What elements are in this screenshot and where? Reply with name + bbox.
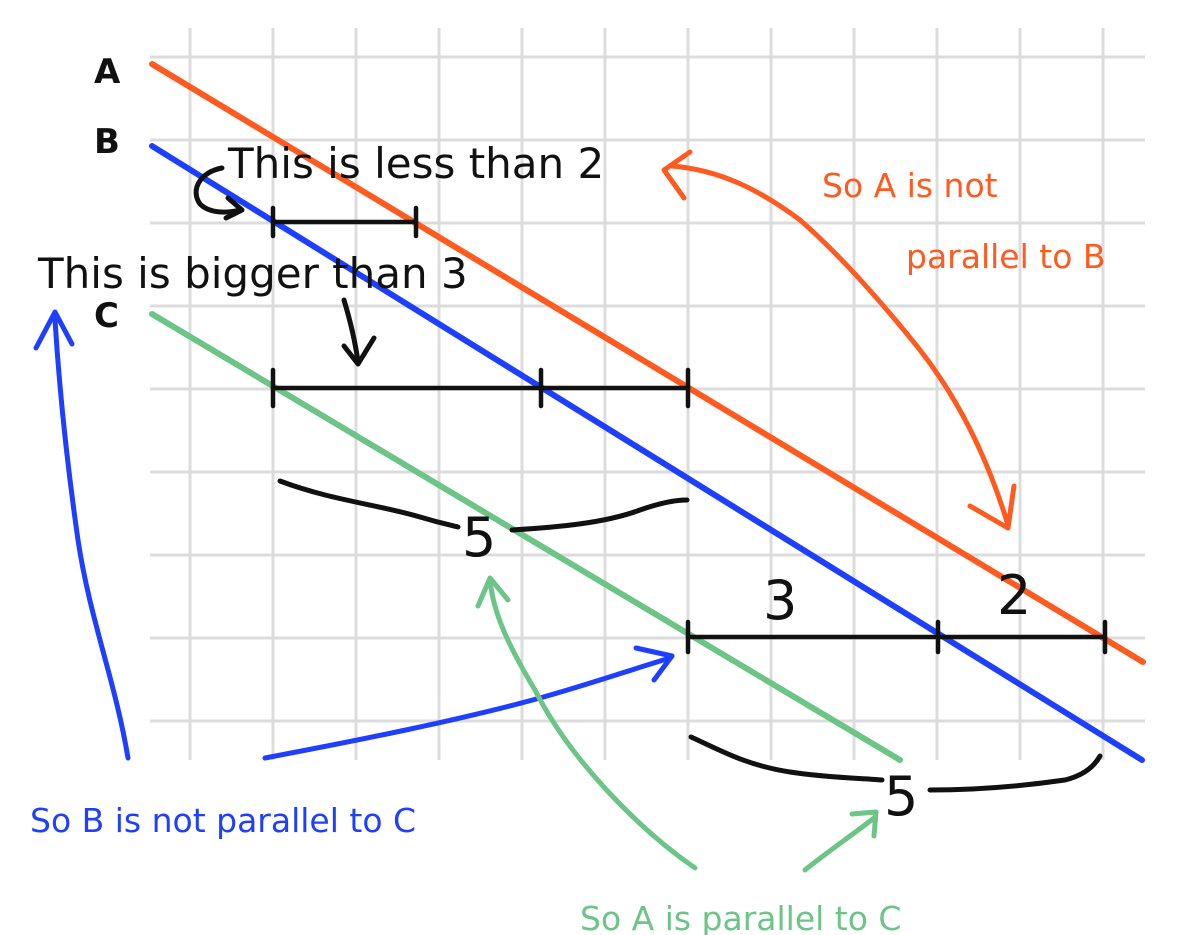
a-not-parallel-b-note-line2: parallel to B bbox=[906, 237, 1106, 276]
a-not-parallel-b-note-line1: So A is not bbox=[822, 166, 998, 205]
blue-up-arrow-icon bbox=[33, 309, 131, 761]
lower-right-segment-value: 2 bbox=[997, 564, 1031, 627]
short-measure-segment bbox=[270, 205, 419, 239]
down-arrow-icon bbox=[341, 297, 377, 367]
lower-measure-segment bbox=[685, 619, 1108, 655]
lower-span-brace bbox=[688, 734, 1103, 793]
lower-left-segment-value: 3 bbox=[763, 569, 797, 632]
line-a bbox=[149, 61, 1146, 665]
line-b bbox=[149, 143, 1145, 763]
orange-double-arrow-icon bbox=[661, 149, 1017, 531]
less-than-2-note: This is less than 2 bbox=[227, 139, 604, 188]
green-short-arrow-icon bbox=[802, 809, 879, 873]
bigger-than-3-note: This is bigger than 3 bbox=[37, 249, 468, 298]
upper-span-brace bbox=[277, 478, 690, 533]
a-parallel-c-note: So A is parallel to C bbox=[580, 899, 901, 935]
curl-arrow-icon bbox=[193, 165, 245, 221]
green-up-arrow-icon bbox=[475, 575, 698, 871]
upper-span-value: 5 bbox=[462, 506, 496, 569]
lower-span-value: 5 bbox=[884, 765, 918, 828]
line-b-label: B bbox=[94, 122, 120, 162]
blue-right-arrow-icon bbox=[262, 645, 675, 761]
line-c-label: C bbox=[94, 296, 119, 336]
upper-measure-segment bbox=[270, 367, 691, 409]
b-not-parallel-c-note: So B is not parallel to C bbox=[30, 801, 416, 840]
line-a-label: A bbox=[94, 52, 121, 92]
